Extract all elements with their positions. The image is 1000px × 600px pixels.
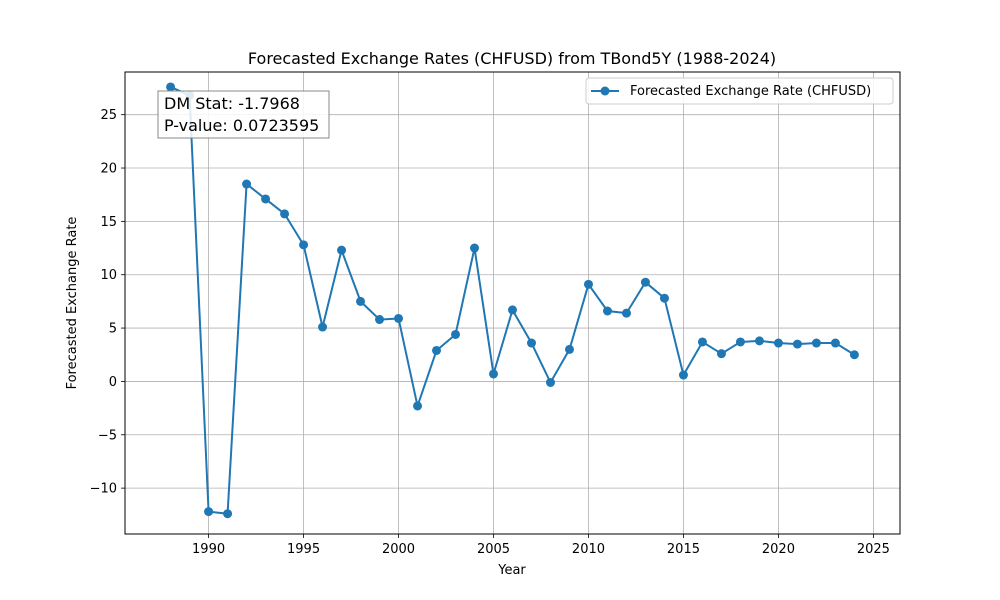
data-point [583, 279, 593, 289]
data-point [773, 338, 783, 348]
y-tick-label: 15 [100, 215, 117, 230]
annotation-p-value: P-value: 0.0723595 [164, 116, 319, 135]
data-point [754, 336, 764, 346]
data-point [545, 377, 555, 387]
axes-frame [124, 71, 901, 535]
data-point [602, 306, 612, 316]
data-point [299, 240, 309, 250]
data-point [697, 337, 707, 347]
data-point [621, 308, 631, 318]
legend-label: Forecasted Exchange Rate (CHFUSD) [630, 84, 871, 99]
data-point [223, 509, 233, 519]
data-point [280, 209, 290, 219]
data-point [242, 179, 252, 189]
data-point [792, 339, 802, 349]
data-point [470, 243, 480, 253]
data-point [261, 194, 271, 204]
x-tick-label: 2025 [857, 542, 890, 557]
data-point [432, 345, 442, 355]
y-tick-label: −5 [98, 428, 117, 443]
data-point [356, 296, 366, 306]
data-point [659, 293, 669, 303]
data-point [735, 337, 745, 347]
x-axis-label: Year [497, 563, 526, 578]
chart-title: Forecasted Exchange Rates (CHFUSD) from … [248, 49, 776, 68]
data-point [564, 344, 574, 354]
annotation-frame [157, 90, 330, 139]
legend: Forecasted Exchange Rate (CHFUSD) [585, 77, 894, 105]
x-tick-label: 2010 [572, 542, 605, 557]
data-point [508, 305, 517, 315]
x-tick-label: 2020 [762, 542, 795, 557]
legend-marker-swatch [600, 86, 610, 96]
legend-frame [585, 77, 894, 105]
data-point [337, 245, 347, 255]
y-tick-label: 25 [100, 108, 117, 123]
data-point [375, 315, 385, 325]
data-point [526, 338, 536, 348]
x-tick-label: 2005 [477, 542, 510, 557]
data-point [716, 349, 726, 359]
data-point [204, 507, 214, 517]
y-tick-label: −10 [90, 482, 117, 497]
data-point [413, 401, 423, 411]
y-tick-label: 10 [100, 268, 117, 283]
data-point [640, 277, 650, 287]
x-tick-label: 1990 [192, 542, 225, 557]
y-tick-label: 20 [100, 162, 117, 177]
data-point [830, 338, 840, 348]
axis-ticks: 1990 1995 2000 2005 2010 2015 2020 2025−10−5051… [90, 108, 890, 557]
y-tick-label: 0 [109, 375, 117, 390]
x-tick-label: 2015 [667, 542, 700, 557]
annotation-box: DM Stat: -1.7968 P-value: 0.0723595 [157, 90, 330, 139]
annotation-dm-stat: DM Stat: -1.7968 [164, 94, 300, 113]
y-tick-label: 5 [109, 322, 117, 337]
y-axis-label: Forecasted Exchange Rate [65, 217, 80, 390]
data-point [811, 338, 821, 348]
data-point [451, 329, 461, 339]
data-point [394, 313, 404, 323]
data-point [166, 82, 176, 92]
data-point [489, 369, 499, 379]
x-tick-label: 2000 [382, 542, 415, 557]
data-point [318, 322, 328, 332]
data-point [849, 350, 859, 360]
x-tick-label: 1995 [287, 542, 320, 557]
grid-lines [125, 72, 900, 534]
data-point [678, 370, 688, 380]
